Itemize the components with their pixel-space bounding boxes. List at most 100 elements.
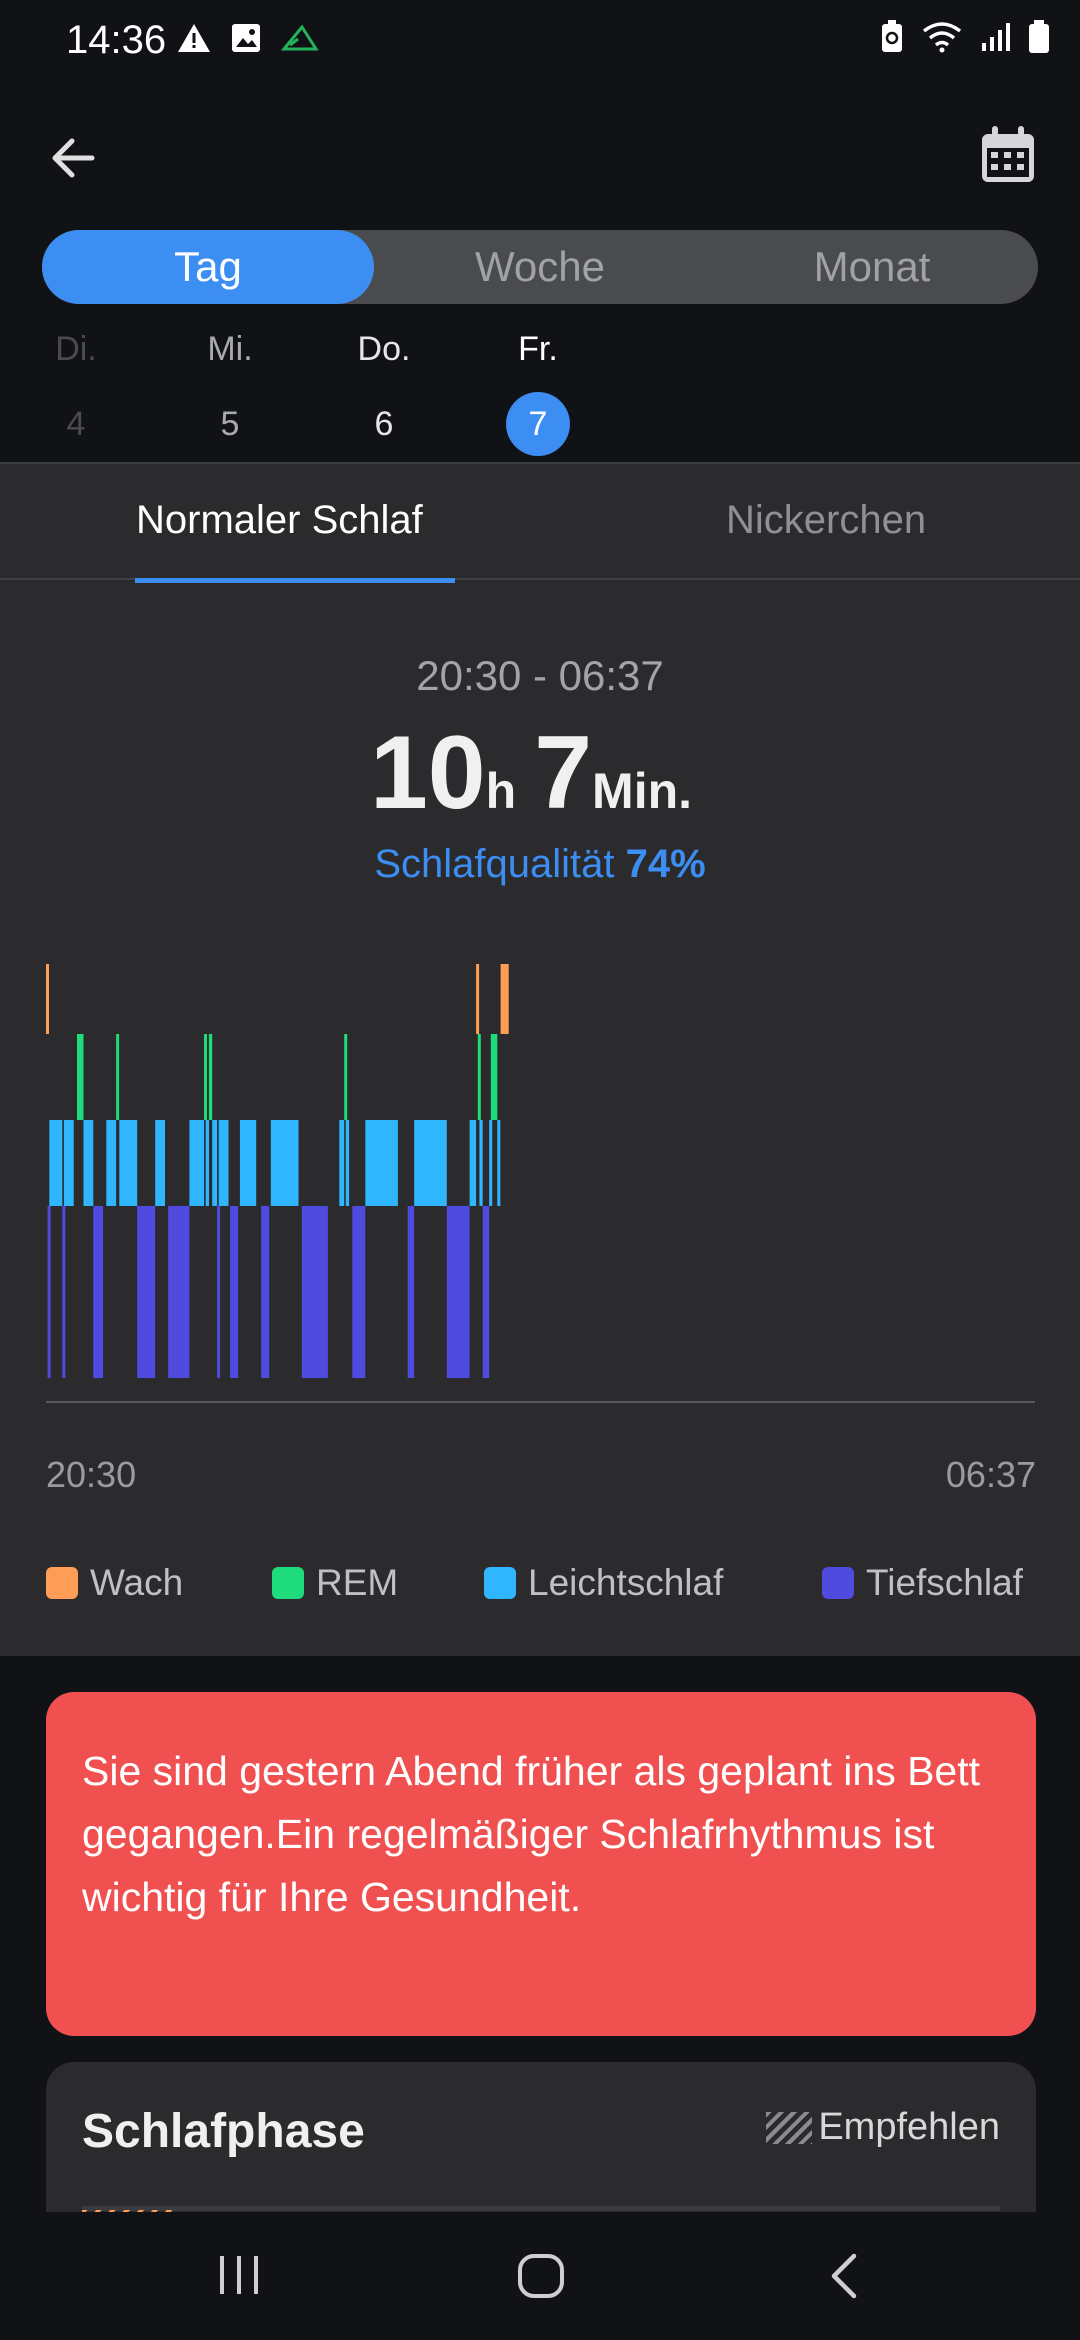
tab-normaler-schlaf[interactable]: Normaler Schlaf bbox=[136, 498, 423, 542]
stage-segment-tiefschlaf bbox=[446, 1206, 470, 1378]
stage-segment-tiefschlaf bbox=[301, 1206, 328, 1378]
recommend-label: Empfehlen bbox=[818, 2106, 1000, 2148]
stage-segment-rem bbox=[77, 1034, 84, 1120]
status-time: 14:36 bbox=[66, 18, 167, 62]
stage-segment-wach bbox=[500, 964, 509, 1034]
stage-segment-tiefschlaf bbox=[230, 1206, 239, 1378]
period-tab-indicator bbox=[42, 230, 374, 304]
sleep-tab-indicator bbox=[135, 578, 455, 583]
legend-swatch-wach bbox=[46, 1567, 78, 1599]
battery-saver-icon bbox=[882, 20, 902, 52]
legend-label: REM bbox=[316, 1562, 399, 1603]
stage-segment-rem bbox=[344, 1034, 348, 1120]
stage-segment-leichtschlaf bbox=[270, 1120, 299, 1206]
phase-card-title: Schlafphase bbox=[82, 2105, 365, 2158]
day-item-selected[interactable]: Fr. 7 bbox=[478, 330, 598, 456]
duration-hours: 10 bbox=[369, 715, 486, 831]
arrow-left-icon bbox=[52, 138, 95, 178]
day-item[interactable]: Di. 4 bbox=[16, 330, 136, 456]
stage-segment-tiefschlaf bbox=[352, 1206, 366, 1378]
legend-item-leichtschlaf: Leichtschlaf bbox=[484, 1562, 723, 1604]
stage-segment-tiefschlaf bbox=[261, 1206, 270, 1378]
sleep-quality-label: Schlafqualität bbox=[374, 842, 615, 886]
day-number: 6 bbox=[374, 405, 394, 443]
duration-hours-unit: h bbox=[485, 763, 517, 819]
day-number: 4 bbox=[66, 405, 86, 443]
stage-segment-wach bbox=[476, 964, 480, 1034]
stage-segment-leichtschlaf bbox=[63, 1120, 74, 1206]
stage-segment-rem bbox=[116, 1034, 120, 1120]
nav-back-icon[interactable] bbox=[826, 2252, 860, 2300]
sleep-stage-chart bbox=[46, 964, 1035, 1403]
day-item[interactable]: Mi. 5 bbox=[170, 330, 290, 456]
period-tabs: Tag Woche Monat bbox=[42, 230, 1038, 304]
image-icon bbox=[232, 24, 260, 52]
stage-segment-tiefschlaf bbox=[93, 1206, 104, 1378]
x-axis-end-label: 06:37 bbox=[945, 1454, 1036, 1495]
battery-icon bbox=[1029, 20, 1049, 53]
day-number: 5 bbox=[220, 405, 240, 443]
duration-minutes: 7 bbox=[534, 715, 593, 831]
stage-segment-leichtschlaf bbox=[205, 1120, 209, 1206]
day-number: 7 bbox=[506, 392, 570, 456]
tab-nickerchen[interactable]: Nickerchen bbox=[726, 498, 927, 542]
stage-segment-leichtschlaf bbox=[106, 1120, 117, 1206]
stage-segment-tiefschlaf bbox=[137, 1206, 156, 1378]
stage-segment-leichtschlaf bbox=[218, 1120, 229, 1206]
back-button[interactable] bbox=[44, 128, 104, 188]
phase-divider bbox=[82, 2206, 1000, 2211]
status-icons-left bbox=[176, 22, 320, 54]
legend-label: Tiefschlaf bbox=[866, 1562, 1023, 1603]
tab-woche[interactable]: Woche bbox=[475, 243, 605, 290]
recommend-button[interactable]: Empfehlen bbox=[766, 2106, 1000, 2149]
legend-label: Wach bbox=[90, 1562, 184, 1603]
stage-segment-rem bbox=[490, 1034, 498, 1120]
legend-item-tiefschlaf: Tiefschlaf bbox=[822, 1562, 1023, 1604]
sleep-panel: Normaler Schlaf Nickerchen 20:30 - 06:37… bbox=[0, 462, 1080, 1656]
stage-segment-leichtschlaf bbox=[497, 1120, 501, 1206]
legend-item-wach: Wach bbox=[46, 1562, 183, 1604]
alert-text: Sie sind gestern Abend früher als geplan… bbox=[82, 1748, 981, 1920]
stage-segment-leichtschlaf bbox=[365, 1120, 398, 1206]
sleep-time-range: 20:30 - 06:37 bbox=[416, 652, 664, 699]
home-icon[interactable] bbox=[516, 2252, 566, 2300]
tab-tag[interactable]: Tag bbox=[174, 243, 242, 290]
stage-segment-leichtschlaf bbox=[189, 1120, 205, 1206]
stage-segment-tiefschlaf bbox=[407, 1206, 415, 1378]
tab-monat[interactable]: Monat bbox=[813, 243, 931, 290]
calendar-button[interactable] bbox=[976, 124, 1040, 188]
cast-icon bbox=[280, 24, 319, 51]
legend-swatch-leichtschlaf bbox=[484, 1567, 516, 1599]
stage-segment-leichtschlaf bbox=[83, 1120, 94, 1206]
stage-segment-rem bbox=[204, 1034, 207, 1120]
status-icons-right bbox=[880, 20, 1050, 54]
stage-segment-leichtschlaf bbox=[479, 1120, 483, 1206]
stage-segment-tiefschlaf bbox=[47, 1206, 51, 1378]
stage-segment-tiefschlaf bbox=[217, 1206, 221, 1378]
recent-apps-icon[interactable] bbox=[216, 2252, 262, 2298]
day-item[interactable]: Do. 6 bbox=[324, 330, 444, 456]
hatch-pattern-icon bbox=[766, 2111, 813, 2144]
stage-segment-leichtschlaf bbox=[339, 1120, 345, 1206]
stage-segment-leichtschlaf bbox=[239, 1120, 257, 1206]
stage-segment-leichtschlaf bbox=[119, 1120, 138, 1206]
day-name: Mi. bbox=[207, 330, 253, 368]
day-name: Fr. bbox=[518, 330, 558, 368]
stage-segment-leichtschlaf bbox=[414, 1120, 447, 1206]
stage-segment-leichtschlaf bbox=[212, 1120, 218, 1206]
stage-segment-leichtschlaf bbox=[489, 1120, 493, 1206]
sleep-type-tabs: Normaler Schlaf Nickerchen bbox=[0, 464, 1080, 583]
wifi-icon bbox=[922, 22, 962, 53]
legend-item-rem: REM bbox=[272, 1562, 398, 1604]
warning-icon bbox=[178, 24, 210, 52]
system-nav-bar bbox=[0, 2212, 1080, 2340]
sleep-duration: 10h 7Min. bbox=[0, 714, 1080, 833]
stage-segment-leichtschlaf bbox=[155, 1120, 165, 1206]
stage-segment-tiefschlaf bbox=[62, 1206, 66, 1378]
stage-segment-leichtschlaf bbox=[49, 1120, 63, 1206]
stage-segment-tiefschlaf bbox=[482, 1206, 490, 1378]
stage-segment-rem bbox=[208, 1034, 213, 1120]
legend-swatch-tiefschlaf bbox=[822, 1567, 854, 1599]
stage-segment-tiefschlaf bbox=[168, 1206, 190, 1378]
sleep-quality-value: 74% bbox=[625, 842, 706, 886]
